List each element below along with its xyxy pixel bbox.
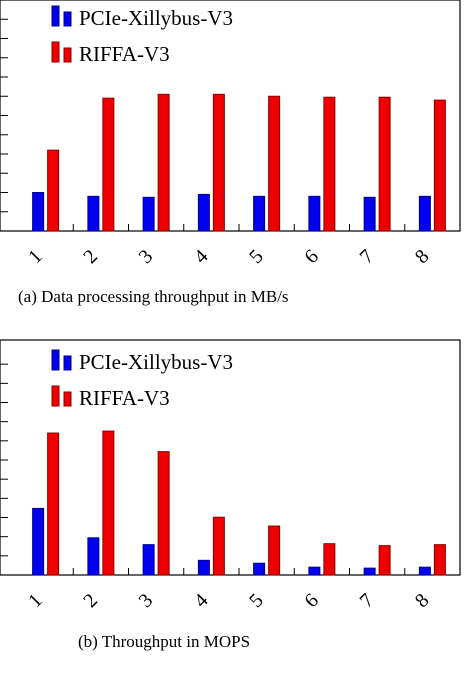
x-tick-label: 4: [190, 589, 213, 612]
bar-xillybus-7: [363, 196, 376, 232]
bar-riffa-4: [212, 93, 225, 232]
x-tick-label: 2: [79, 589, 102, 612]
x-tick-label: 1: [24, 589, 47, 612]
caption-b: (b) Throughput in MOPS: [78, 632, 251, 651]
x-tick-label: 5: [245, 589, 268, 612]
x-tick-label: 7: [356, 245, 379, 268]
bar-xillybus-7: [363, 567, 376, 576]
bar-xillybus-4: [197, 193, 210, 232]
bar-xillybus-4: [197, 559, 210, 576]
bar-xillybus-6: [308, 566, 321, 576]
bar-xillybus-8: [418, 566, 431, 576]
x-tick-label: 8: [411, 589, 434, 612]
x-tick-label: 6: [300, 589, 323, 612]
bar-riffa-3: [157, 93, 170, 232]
bar-riffa-5: [268, 95, 281, 232]
bar-riffa-8: [433, 544, 446, 576]
bar-riffa-2: [102, 97, 115, 232]
legend-swatch: [63, 47, 72, 63]
bar-riffa-5: [268, 525, 281, 576]
legend-swatch: [51, 41, 60, 63]
x-tick-label: 2: [79, 245, 102, 268]
bar-riffa-1: [47, 432, 60, 576]
x-tick-label: 1: [24, 245, 47, 268]
legend-swatch: [51, 5, 60, 27]
x-tick-label: 4: [190, 245, 213, 268]
plot-frame: [0, 0, 461, 232]
bar-xillybus-5: [253, 195, 266, 232]
legend-label-xillybus: PCIe-Xillybus-V3: [79, 350, 233, 374]
bar-xillybus-1: [32, 192, 45, 232]
plot-frame: [0, 339, 461, 576]
x-tick-label: 5: [245, 245, 268, 268]
legend-swatch: [63, 355, 72, 371]
caption-a: (a) Data processing throughput in MB/s: [18, 287, 289, 306]
legend-swatch: [51, 385, 60, 407]
bar-xillybus-1: [32, 507, 45, 576]
bar-riffa-6: [323, 96, 336, 232]
bar-riffa-6: [323, 543, 336, 576]
legend-swatch: [63, 391, 72, 407]
legend-label-riffa: RIFFA-V3: [79, 42, 170, 66]
legend-label-riffa: RIFFA-V3: [79, 386, 170, 410]
bar-riffa-4: [212, 516, 225, 576]
legend-swatch: [51, 349, 60, 371]
legend-label-xillybus: PCIe-Xillybus-V3: [79, 6, 233, 30]
bar-xillybus-2: [87, 537, 100, 576]
bar-riffa-1: [47, 149, 60, 232]
bar-xillybus-3: [142, 196, 155, 232]
x-tick-label: 3: [135, 245, 158, 268]
legend-swatch: [63, 11, 72, 27]
bar-riffa-3: [157, 451, 170, 576]
x-tick-label: 6: [300, 245, 323, 268]
chart-panel-a: 1 2 3 4 5 6 7 8 PCIe-Xillybus-V3 RIFFA-V3: [0, 0, 461, 268]
x-tick-label: 3: [135, 589, 158, 612]
bar-riffa-8: [433, 99, 446, 232]
x-tick-label: 8: [411, 245, 434, 268]
bar-riffa-7: [378, 545, 391, 576]
bar-xillybus-8: [418, 195, 431, 232]
chart-panel-b: 1 2 3 4 5 6 7 8 PCIe-Xillybus-V3 RIFFA-V3: [0, 339, 461, 612]
bar-xillybus-6: [308, 195, 321, 232]
bar-xillybus-2: [87, 195, 100, 232]
bar-riffa-2: [102, 430, 115, 576]
bar-xillybus-5: [253, 562, 266, 576]
bar-xillybus-3: [142, 544, 155, 576]
x-tick-label: 7: [356, 589, 379, 612]
bar-riffa-7: [378, 96, 391, 232]
